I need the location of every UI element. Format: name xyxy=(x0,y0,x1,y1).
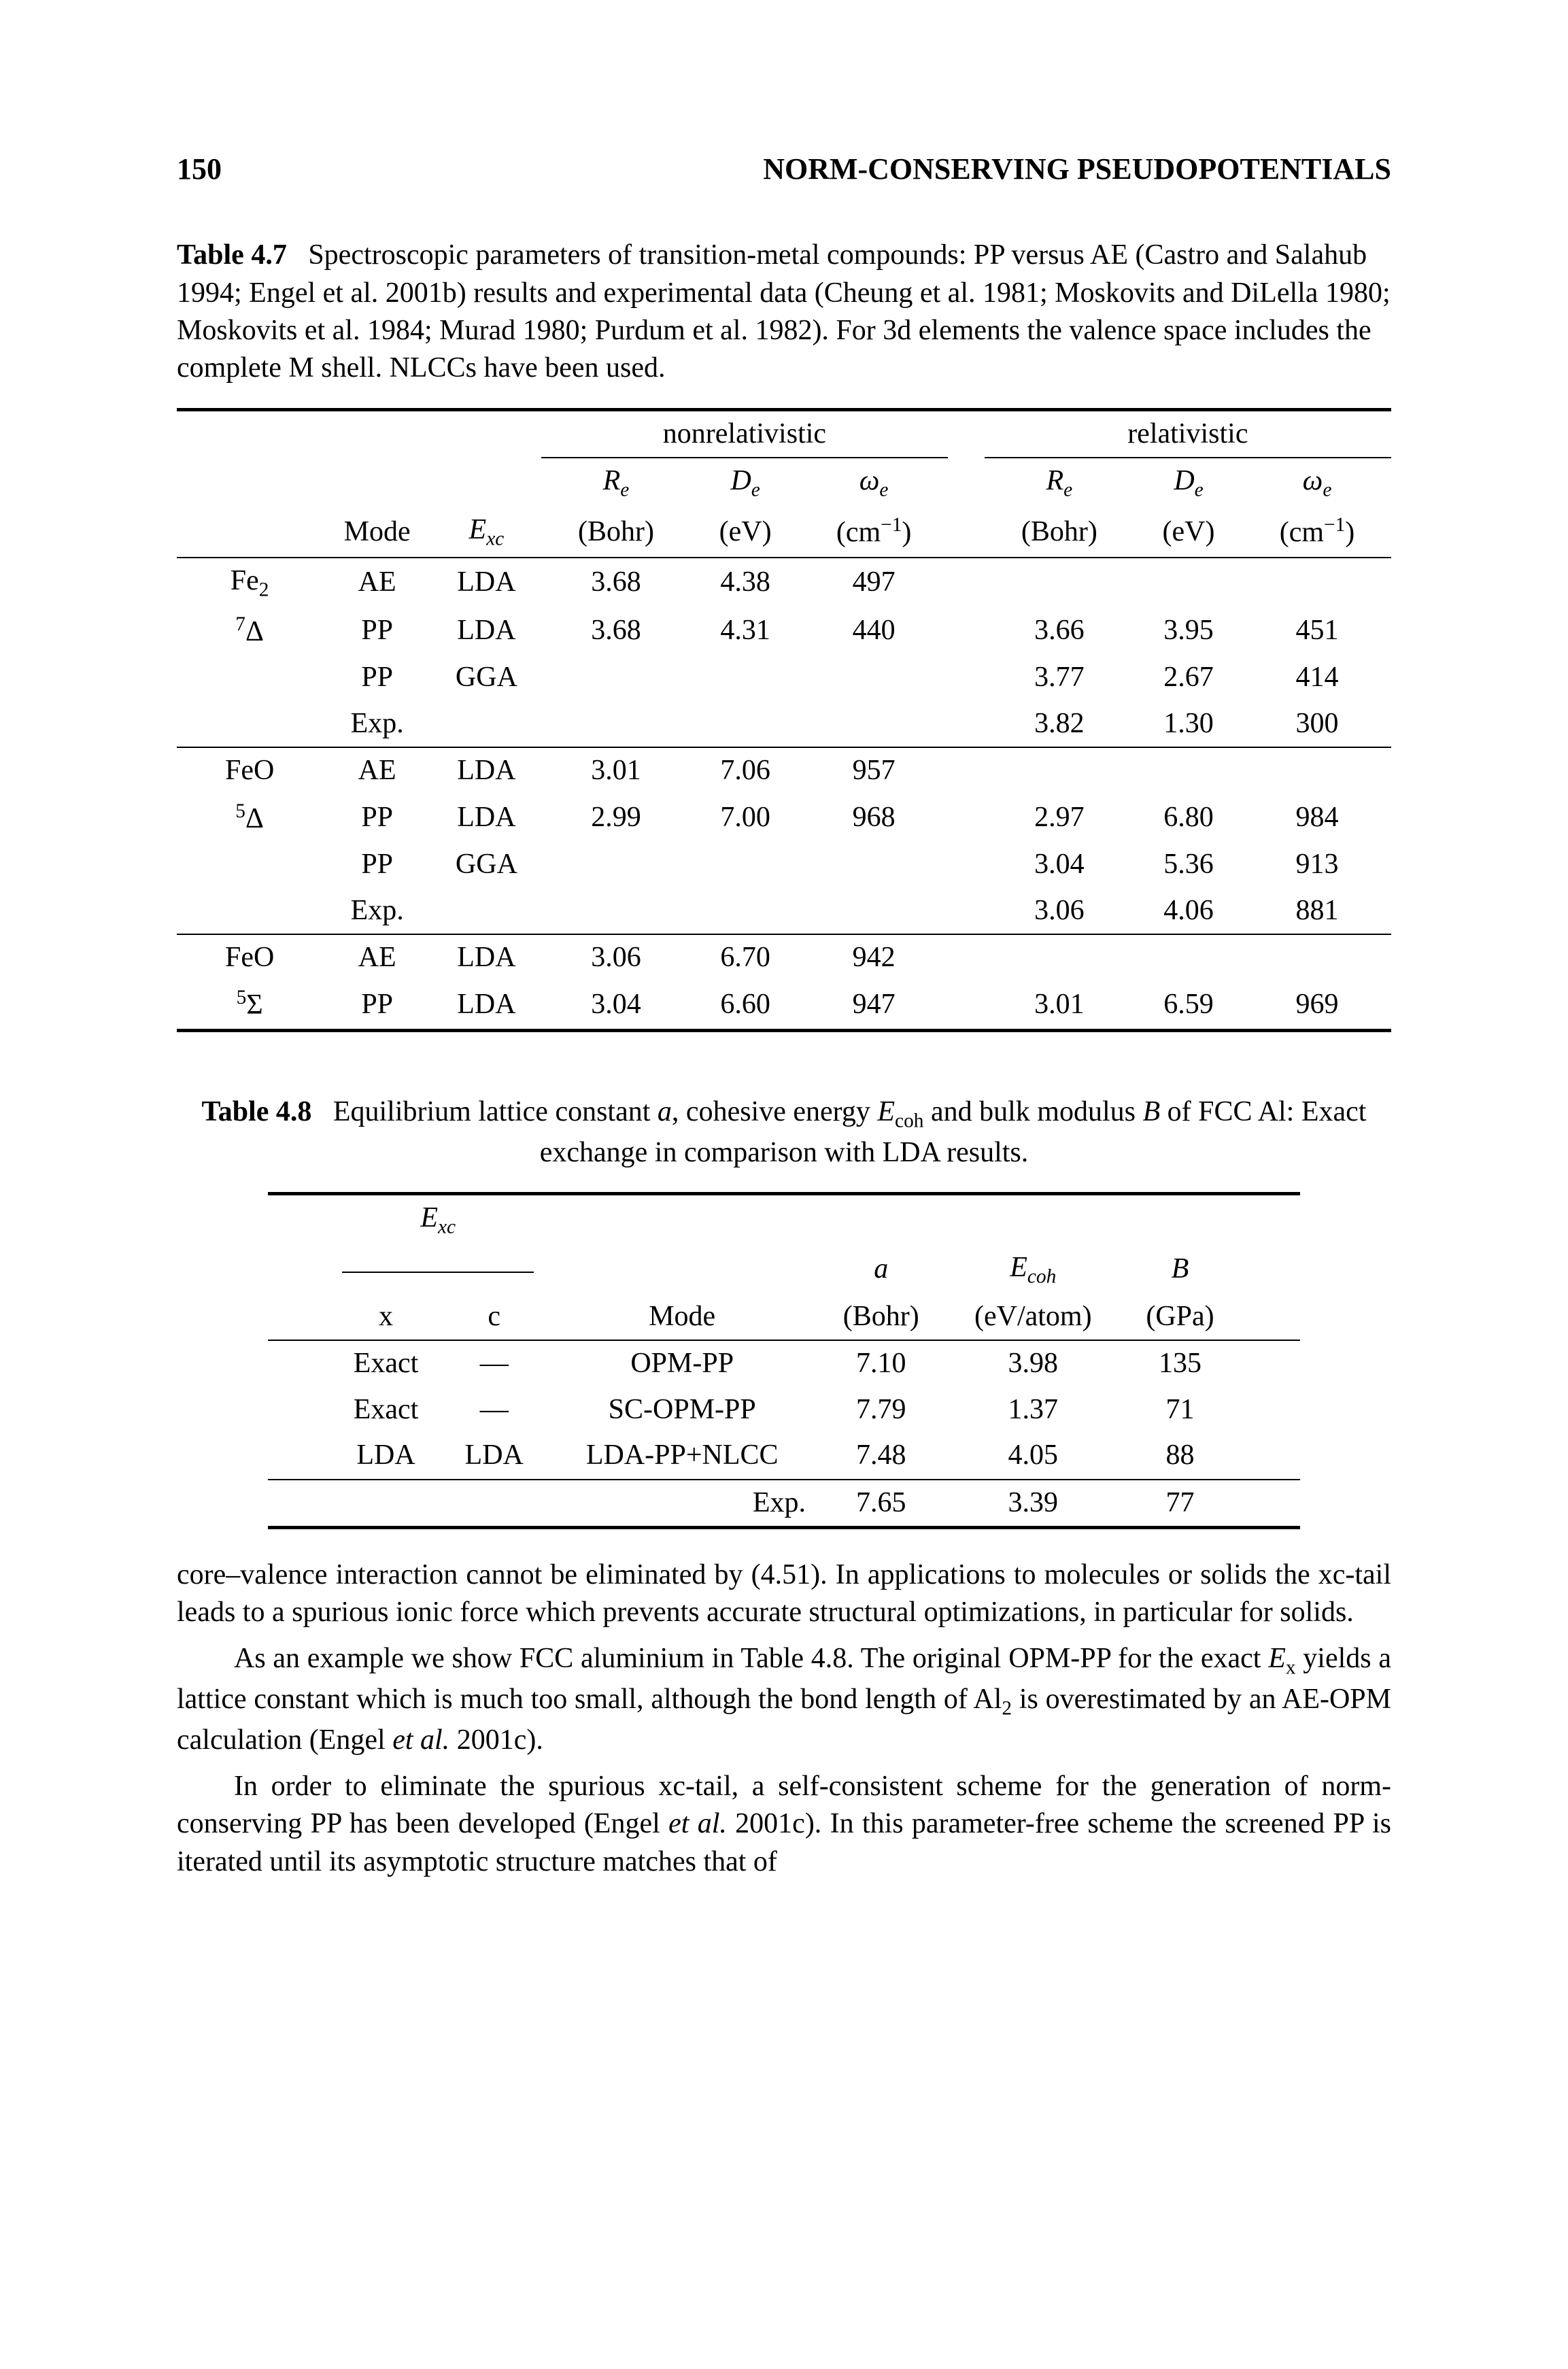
col-we-r: ωe xyxy=(1303,465,1332,496)
group-nonrelativistic: nonrelativistic xyxy=(541,409,948,458)
table47-caption: Table 4.7 Spectroscopic parameters of tr… xyxy=(177,237,1391,388)
table-row: Exp. 3.06 4.06 881 xyxy=(177,888,1391,934)
table-row: PP GGA 3.04 5.36 913 xyxy=(177,842,1391,887)
term: 7Δ xyxy=(177,607,322,655)
col-we-nr: ωe xyxy=(859,465,889,496)
unit-bohr: (Bohr) xyxy=(818,1294,944,1340)
col-ecoh: Ecoh xyxy=(1010,1252,1056,1283)
paragraph: core–valence interaction cannot be elimi… xyxy=(177,1556,1391,1632)
table-row: FeO AE LDA 3.06 6.70 942 xyxy=(177,934,1391,981)
col-a: a xyxy=(874,1253,888,1284)
page-header: 150 NORM-CONSERVING PSEUDOPOTENTIALS xyxy=(177,150,1391,189)
table-row: Exp. 7.65 3.39 77 xyxy=(268,1480,1300,1528)
col-exc: Exc xyxy=(469,514,505,545)
unit-evatom: (eV/atom) xyxy=(944,1294,1123,1340)
table48-caption-lead: Table 4.8 xyxy=(202,1096,312,1127)
unit-bohr-1: (Bohr) xyxy=(541,507,691,557)
table-row: 5Σ PP LDA 3.04 6.60 947 3.01 6.59 969 xyxy=(177,981,1391,1030)
col-exc: Exc xyxy=(420,1202,456,1233)
page: 150 NORM-CONSERVING PSEUDOPOTENTIALS Tab… xyxy=(0,0,1568,2025)
unit-cm-1: (cm−1) xyxy=(800,507,948,557)
col-mode: Mode xyxy=(322,507,432,557)
table-row: Exact — SC-OPM-PP 7.79 1.37 71 xyxy=(268,1387,1300,1433)
table-row: Exact — OPM-PP 7.10 3.98 135 xyxy=(268,1340,1300,1386)
species: FeO xyxy=(177,934,322,981)
exp-label: Exp. xyxy=(546,1480,818,1528)
page-number: 150 xyxy=(177,150,222,189)
table48-caption: Table 4.8 Equilibrium lattice constant a… xyxy=(177,1093,1391,1172)
table48-caption-body: Equilibrium lattice constant a, cohesive… xyxy=(333,1096,1367,1168)
species: FeO xyxy=(177,747,322,794)
table47-caption-body: Spectroscopic parameters of transition-m… xyxy=(177,239,1391,384)
paragraph: As an example we show FCC aluminium in T… xyxy=(177,1640,1391,1760)
table-row: Fe2 AE LDA 3.68 4.38 497 xyxy=(177,558,1391,607)
unit-gpa: (GPa) xyxy=(1122,1294,1238,1340)
col-mode: Mode xyxy=(546,1294,818,1340)
species: Fe2 xyxy=(177,558,322,607)
table-row: LDA LDA LDA-PP+NLCC 7.48 4.05 88 xyxy=(268,1433,1300,1479)
unit-bohr-2: (Bohr) xyxy=(985,507,1134,557)
unit-ev-2: (eV) xyxy=(1134,507,1243,557)
body-text: core–valence interaction cannot be elimi… xyxy=(177,1556,1391,1881)
table47: nonrelativistic relativistic Re De ωe Re… xyxy=(177,408,1391,1032)
col-re-nr: Re xyxy=(603,465,630,496)
col-re-r: Re xyxy=(1046,465,1072,496)
unit-ev-1: (eV) xyxy=(691,507,800,557)
table-row: FeO AE LDA 3.01 7.06 957 xyxy=(177,747,1391,794)
term: 5Δ xyxy=(177,794,322,842)
table-row: Exp. 3.82 1.30 300 xyxy=(177,701,1391,747)
paragraph: In order to eliminate the spurious xc-ta… xyxy=(177,1768,1391,1881)
table-row: PP GGA 3.77 2.67 414 xyxy=(177,655,1391,700)
table-row: 5Δ PP LDA 2.99 7.00 968 2.97 6.80 984 xyxy=(177,794,1391,842)
table-row: 7Δ PP LDA 3.68 4.31 440 3.66 3.95 451 xyxy=(177,607,1391,655)
unit-cm-2: (cm−1) xyxy=(1243,507,1391,557)
col-de-nr: De xyxy=(730,465,760,496)
group-relativistic: relativistic xyxy=(985,409,1391,458)
running-head: NORM-CONSERVING PSEUDOPOTENTIALS xyxy=(763,150,1391,189)
col-b: B xyxy=(1172,1253,1189,1284)
table48: Exc a Ecoh B x c Mode (Bohr) (eV/atom) (… xyxy=(268,1192,1300,1529)
table47-caption-lead: Table 4.7 xyxy=(177,239,287,271)
sub-x: x xyxy=(330,1294,442,1340)
col-de-r: De xyxy=(1174,465,1203,496)
term: 5Σ xyxy=(177,981,322,1030)
sub-c: c xyxy=(442,1294,546,1340)
